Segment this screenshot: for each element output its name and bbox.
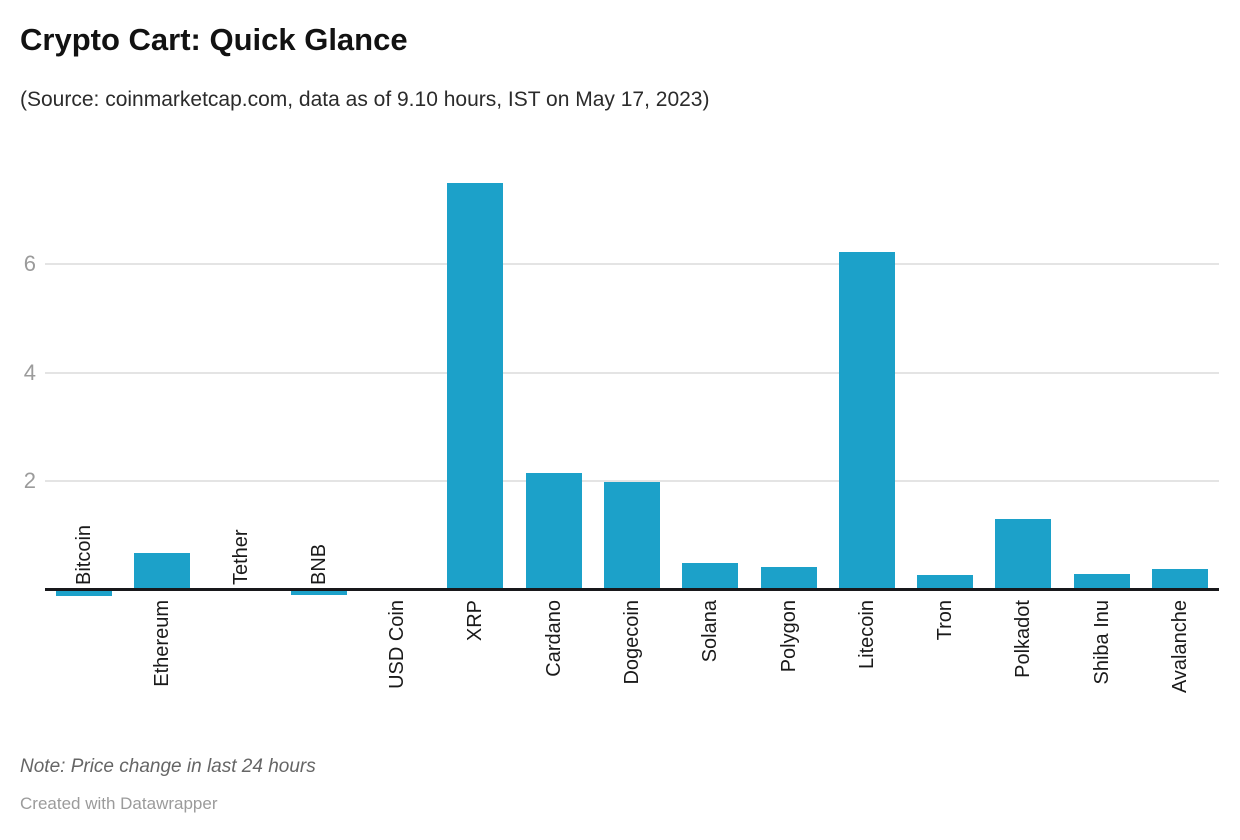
bar-solana — [682, 563, 739, 589]
bar-cardano — [525, 472, 582, 589]
y-gridline-4 — [45, 371, 1219, 374]
chart-subtitle: (Source: coinmarketcap.com, data as of 9… — [20, 88, 710, 111]
category-label-xrp: XRP — [464, 600, 487, 642]
bar-shiba-inu — [1073, 573, 1130, 589]
bar-ethereum — [134, 552, 191, 589]
category-label-usd-coin: USD Coin — [386, 600, 409, 689]
category-label-tether: Tether — [229, 529, 252, 585]
bar-bnb — [290, 589, 347, 596]
category-label-polkadot: Polkadot — [1012, 600, 1035, 678]
category-label-tron: Tron — [934, 600, 957, 641]
category-label-shiba-inu: Shiba Inu — [1090, 600, 1113, 685]
y-gridline-6 — [45, 263, 1219, 266]
bar-bitcoin — [56, 589, 113, 597]
plot-area — [45, 165, 1219, 597]
category-label-bnb: BNB — [307, 543, 330, 585]
category-label-solana: Solana — [699, 600, 722, 663]
x-axis-zero-line — [45, 588, 1219, 591]
category-label-ethereum: Ethereum — [151, 600, 174, 687]
bar-xrp — [447, 182, 504, 589]
chart-note: Note: Price change in last 24 hours — [20, 756, 316, 777]
bar-polkadot — [995, 518, 1052, 589]
y-tick-label-6: 6 — [23, 251, 36, 277]
category-label-cardano: Cardano — [542, 600, 565, 677]
datawrapper-attribution-link[interactable]: Created with Datawrapper — [20, 794, 218, 813]
bar-dogecoin — [604, 481, 660, 589]
y-gridline-2 — [45, 479, 1219, 482]
y-tick-label-4: 4 — [23, 359, 36, 385]
bar-polygon — [760, 566, 817, 589]
y-tick-label-2: 2 — [23, 467, 36, 493]
category-label-bitcoin: Bitcoin — [73, 524, 96, 585]
category-label-polygon: Polygon — [777, 600, 800, 673]
category-label-litecoin: Litecoin — [855, 600, 878, 669]
category-label-avalanche: Avalanche — [1168, 600, 1191, 694]
chart-title: Crypto Cart: Quick Glance — [20, 22, 408, 57]
bar-tron — [917, 575, 974, 589]
bar-avalanche — [1151, 568, 1208, 589]
bar-litecoin — [838, 252, 895, 589]
category-label-dogecoin: Dogecoin — [621, 600, 643, 685]
